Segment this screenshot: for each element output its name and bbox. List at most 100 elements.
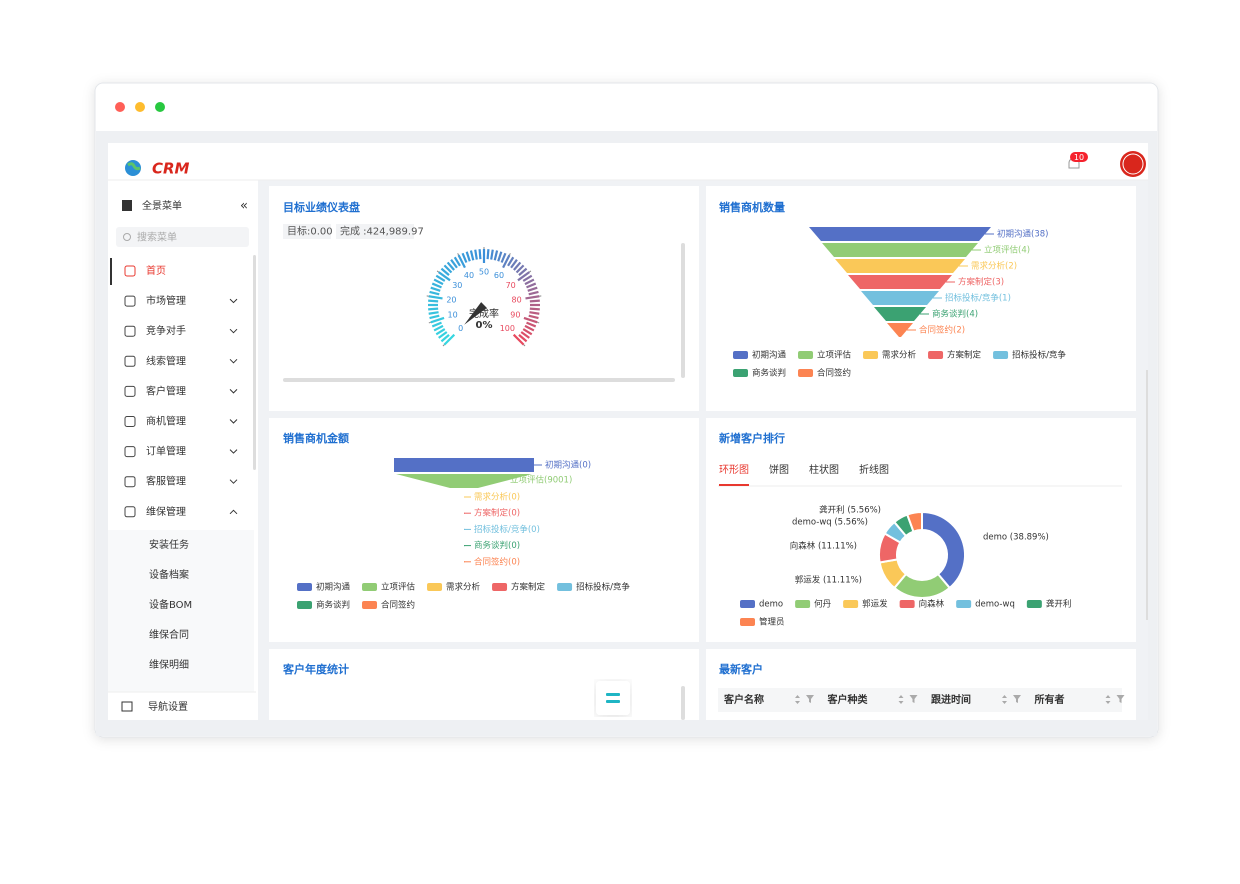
avatar[interactable] <box>1120 151 1146 177</box>
float-icon <box>606 700 620 703</box>
legend-label[interactable]: 何丹 <box>814 599 832 610</box>
legend-swatch[interactable] <box>362 583 377 591</box>
gauge-arc <box>428 309 438 310</box>
legend-swatch[interactable] <box>733 351 748 359</box>
legend-swatch[interactable] <box>427 583 442 591</box>
gauge-tick-label: 50 <box>479 268 489 277</box>
legend-swatch[interactable] <box>798 369 813 377</box>
legend-swatch[interactable] <box>798 351 813 359</box>
gauge-tick-label: 40 <box>464 271 474 280</box>
funnel-segment[interactable] <box>822 243 978 257</box>
tab[interactable]: 柱状图 <box>809 463 839 476</box>
column-header[interactable]: 跟进时间 <box>931 693 971 706</box>
submenu-item[interactable]: 维保明细 <box>149 658 189 671</box>
menu-item[interactable]: 首页 <box>146 264 166 277</box>
legend-swatch[interactable] <box>733 369 748 377</box>
legend-swatch[interactable] <box>557 583 572 591</box>
submenu-item[interactable]: 安装任务 <box>149 538 189 551</box>
legend-label[interactable]: 招标投标/竞争 <box>576 582 630 593</box>
column-header[interactable]: 所有者 <box>1035 693 1065 706</box>
float-button[interactable] <box>596 681 630 715</box>
menu-item[interactable]: 竞争对手 <box>146 324 186 337</box>
legend-label[interactable]: demo-wq <box>975 600 1015 610</box>
panel-title: 最新客户 <box>719 662 763 676</box>
submenu-item[interactable]: 设备BOM <box>149 598 192 611</box>
column-header[interactable]: 客户名称 <box>723 693 764 706</box>
legend-swatch[interactable] <box>1027 600 1042 608</box>
legend-label[interactable]: 龚开利 <box>1046 599 1072 610</box>
data-label: 龚开利 (5.56%) <box>819 505 881 516</box>
legend-swatch[interactable] <box>795 600 810 608</box>
legend-swatch[interactable] <box>900 600 915 608</box>
legend-label[interactable]: 需求分析 <box>882 350 917 361</box>
column-header[interactable]: 客户种类 <box>827 693 868 706</box>
legend-label[interactable]: 需求分析 <box>446 582 481 593</box>
tab[interactable]: 饼图 <box>769 463 789 476</box>
funnel-segment[interactable] <box>848 275 952 289</box>
funnel-segment[interactable] <box>835 259 965 273</box>
submenu-item[interactable]: 维保合同 <box>149 628 189 641</box>
gauge-arc <box>529 312 539 314</box>
submenu-item[interactable]: 设备档案 <box>149 568 189 581</box>
legend-label[interactable]: 立项评估 <box>817 350 852 361</box>
gauge-tick <box>537 322 539 323</box>
data-label: 合同签约(2) <box>919 325 965 336</box>
panel <box>269 186 699 411</box>
legend-swatch[interactable] <box>492 583 507 591</box>
legend-label[interactable]: 向森林 <box>919 599 945 610</box>
menu-item[interactable]: 维保管理 <box>146 505 186 518</box>
collapse-button[interactable]: « <box>240 199 248 214</box>
legend-swatch[interactable] <box>297 583 312 591</box>
gauge-tick-label: 90 <box>510 311 520 320</box>
gauge-tick <box>429 322 431 323</box>
legend-label[interactable]: 初期沟通 <box>316 582 351 593</box>
legend-swatch[interactable] <box>993 351 1008 359</box>
menu-item[interactable]: 市场管理 <box>146 294 186 307</box>
legend-swatch[interactable] <box>362 601 377 609</box>
legend-label[interactable]: 招标投标/竞争 <box>1012 350 1066 361</box>
gauge-arc <box>488 249 489 259</box>
legend-label[interactable]: 方案制定 <box>511 582 546 593</box>
legend-swatch[interactable] <box>863 351 878 359</box>
legend-label[interactable]: 初期沟通 <box>752 350 787 361</box>
legend-swatch[interactable] <box>297 601 312 609</box>
gauge-label: 完成率 <box>469 307 499 320</box>
legend-label[interactable]: demo <box>759 600 783 610</box>
tab[interactable]: 环形图 <box>719 464 749 476</box>
scrollbar <box>681 686 685 720</box>
gauge-arc <box>530 301 540 302</box>
search-box[interactable] <box>116 227 249 247</box>
legend-swatch[interactable] <box>740 600 755 608</box>
legend-label[interactable]: 合同签约 <box>817 368 851 379</box>
legend-label[interactable]: 立项评估 <box>381 582 416 593</box>
legend-label[interactable]: 管理员 <box>759 617 785 628</box>
legend-label[interactable]: 郭运发 <box>862 599 888 610</box>
tab[interactable]: 折线图 <box>859 463 889 476</box>
legend-swatch[interactable] <box>956 600 971 608</box>
legend-label[interactable]: 商务谈判 <box>752 368 786 379</box>
gauge-tick-label: 10 <box>448 311 458 320</box>
data-label: 招标投标/竞争(0) <box>474 524 540 535</box>
legend-label[interactable]: 合同签约 <box>381 600 415 611</box>
menu-item[interactable]: 客户管理 <box>146 384 186 397</box>
data-label: 初期沟通(38) <box>997 229 1048 240</box>
menu-item[interactable]: 商机管理 <box>146 415 186 428</box>
legend-label[interactable]: 商务谈判 <box>316 600 350 611</box>
legend-swatch[interactable] <box>928 351 943 359</box>
funnel-segment[interactable] <box>809 227 991 241</box>
data-label: 立项评估(4) <box>984 245 1030 256</box>
legend-swatch[interactable] <box>843 600 858 608</box>
completed-text: 完成 :424,989.97 <box>340 225 424 238</box>
menu-item[interactable]: 客服管理 <box>146 475 186 488</box>
funnel-segment[interactable] <box>394 458 534 472</box>
legend-label[interactable]: 方案制定 <box>947 350 982 361</box>
menu-item[interactable]: 线索管理 <box>146 354 186 367</box>
menu-item[interactable]: 订单管理 <box>146 445 186 458</box>
legend-swatch[interactable] <box>740 618 755 626</box>
funnel-segment[interactable] <box>861 291 939 305</box>
data-label: 商务谈判(4) <box>932 309 978 320</box>
sidebar-title: 全景菜单 <box>142 199 182 212</box>
sidebar-footer[interactable]: 导航设置 <box>148 700 188 713</box>
gauge-arc <box>480 249 481 259</box>
panel <box>269 649 699 720</box>
